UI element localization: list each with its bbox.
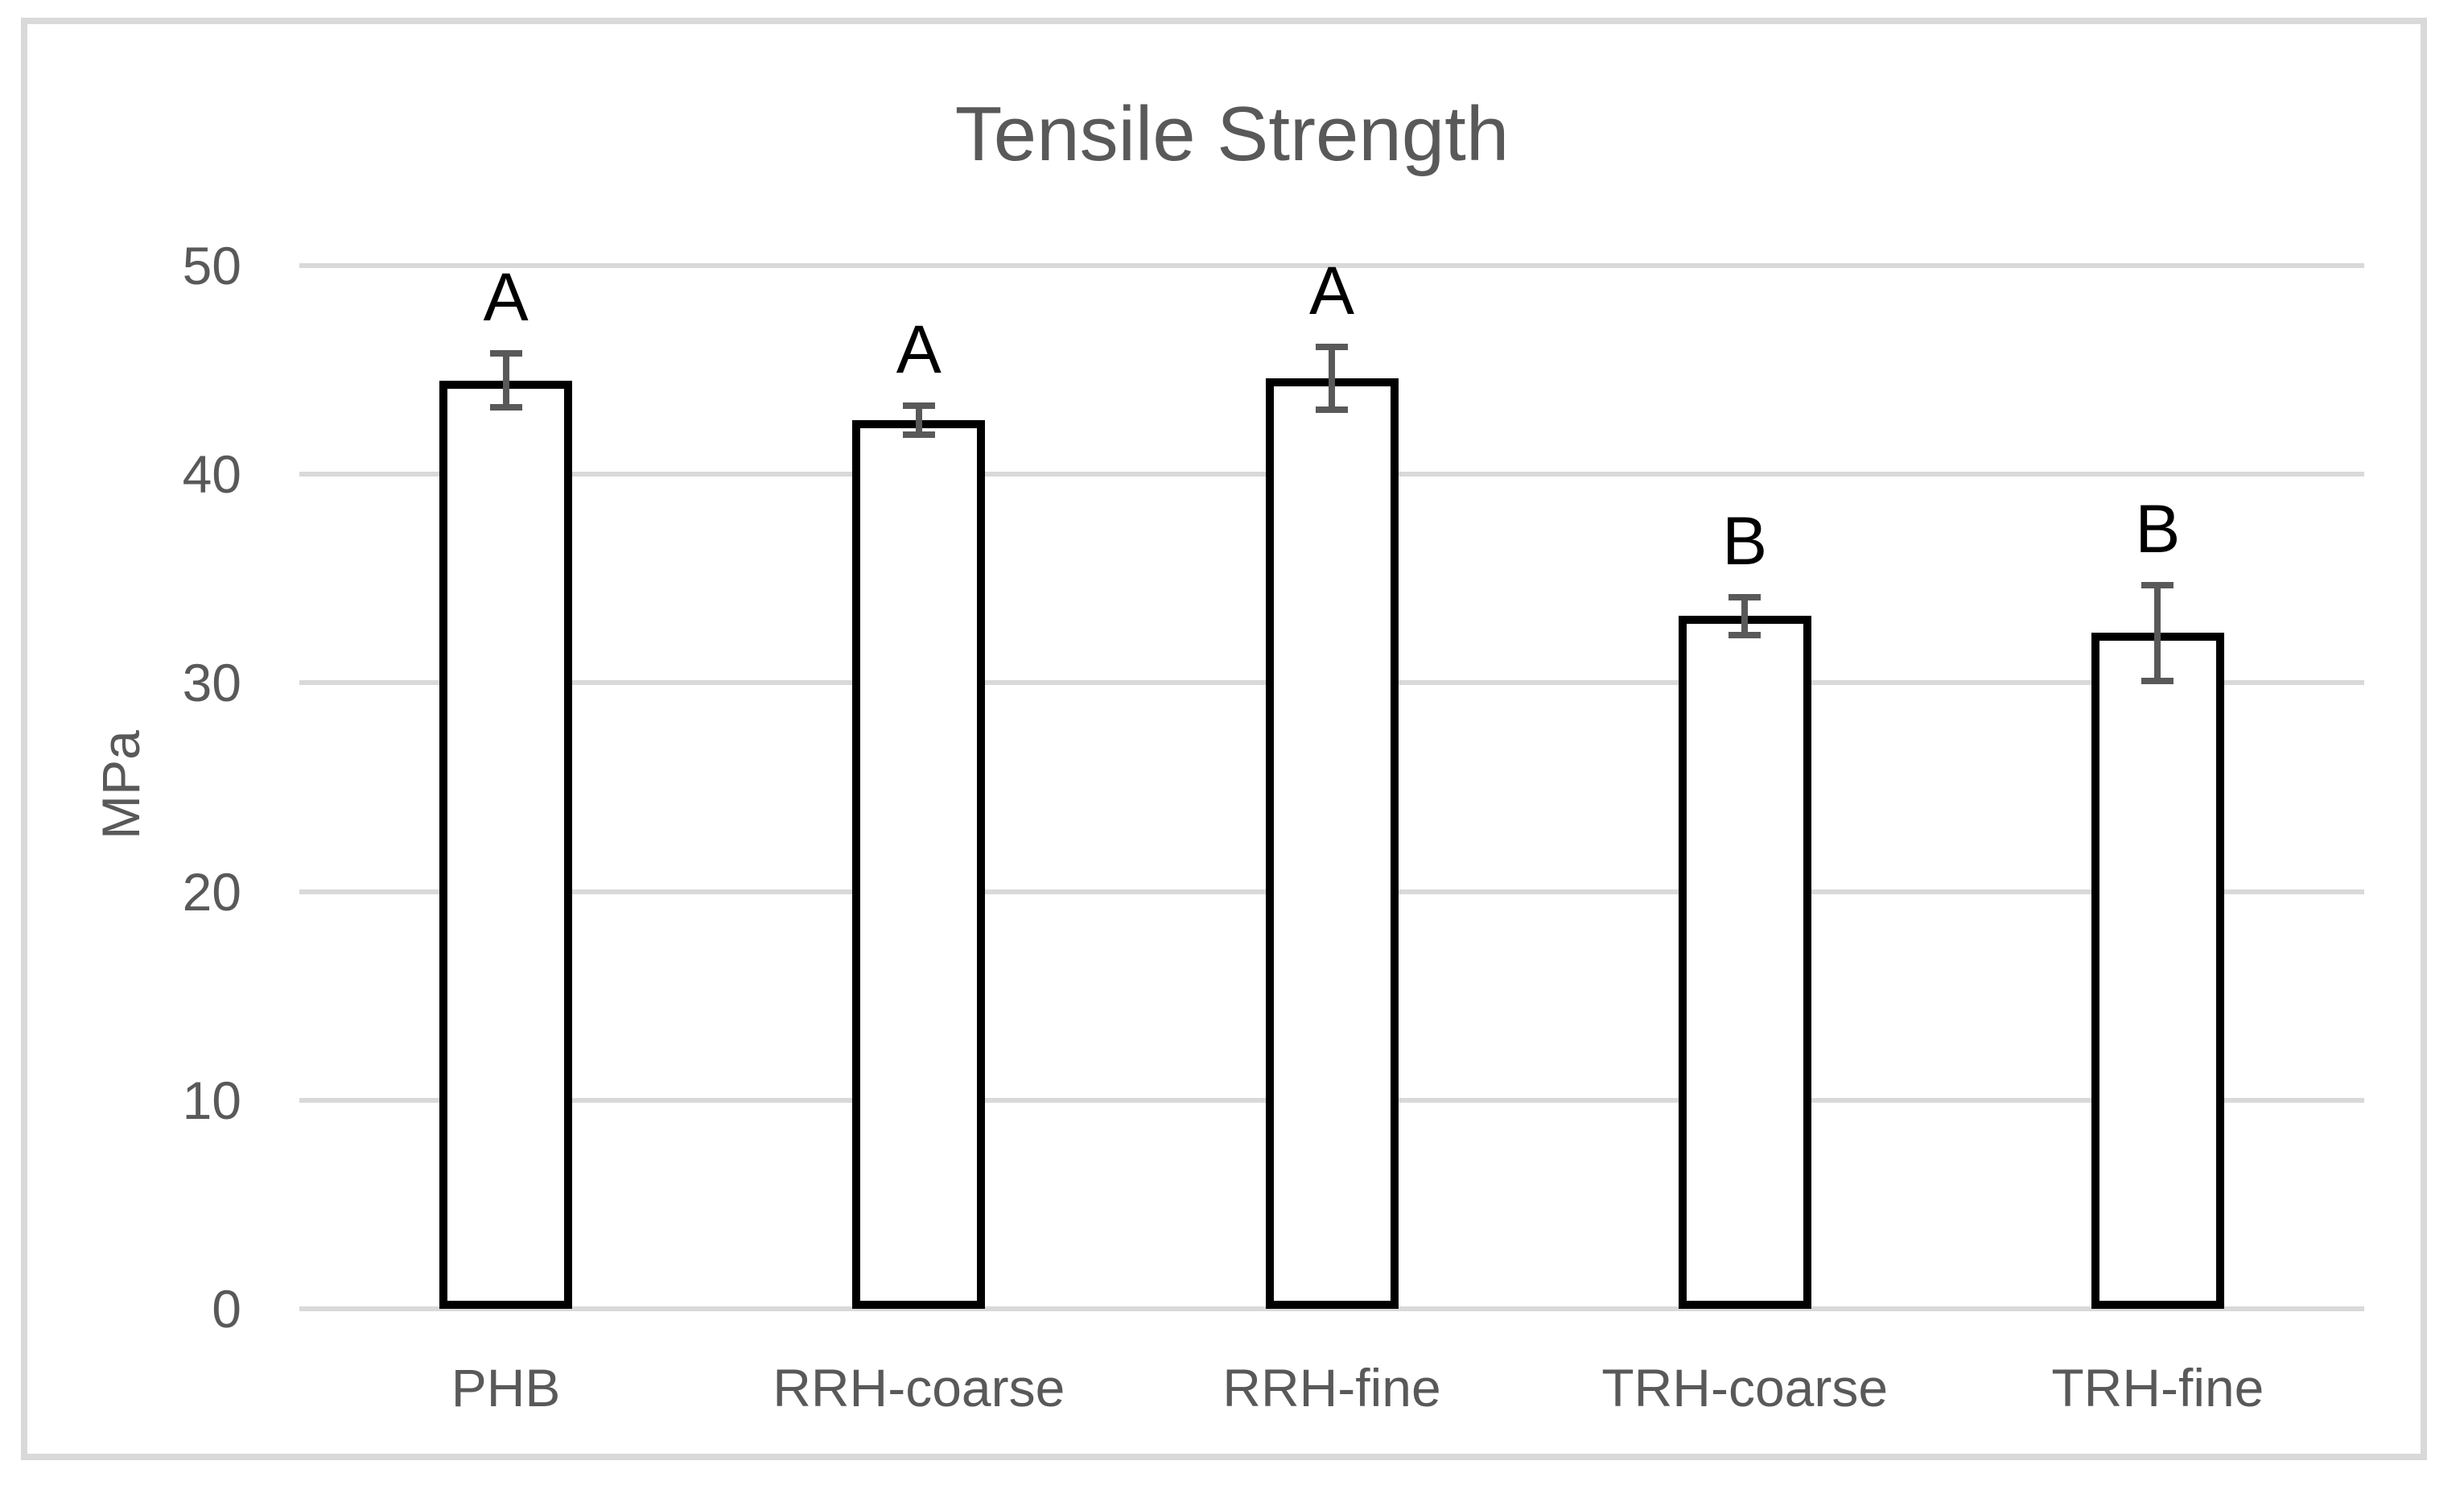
- gridline-0: [299, 1306, 2364, 1311]
- bar-PHB: [439, 380, 573, 1309]
- error-bar-RRH-coarse: [915, 405, 922, 435]
- error-bar-TRH-coarse: [1741, 597, 1749, 635]
- y-tick-label-0: 0: [212, 1279, 241, 1339]
- x-category-label-TRH-coarse: TRH-coarse: [1601, 1358, 1889, 1417]
- error-bar-PHB: [502, 353, 509, 408]
- significance-letter-RRH-coarse: A: [896, 311, 942, 387]
- chart-title: Tensile Strength: [954, 91, 1510, 177]
- error-bar-bottom-cap-RRH-coarse: [902, 431, 935, 438]
- error-bar-bottom-cap-PHB: [489, 404, 522, 411]
- x-category-label-RRH-coarse: RRH-coarse: [773, 1358, 1065, 1417]
- error-bar-top-cap-TRH-fine: [2141, 581, 2174, 588]
- y-tick-label-20: 20: [182, 861, 241, 922]
- significance-letter-PHB: A: [483, 258, 529, 335]
- bar-TRH-coarse: [1678, 616, 1811, 1309]
- x-category-label-RRH-fine: RRH-fine: [1222, 1358, 1441, 1417]
- significance-letter-TRH-coarse: B: [1722, 503, 1768, 580]
- error-bar-TRH-fine: [2154, 584, 2161, 681]
- bar-TRH-fine: [2091, 633, 2224, 1309]
- error-bar-RRH-fine: [1329, 347, 1335, 410]
- error-bar-bottom-cap-TRH-fine: [2141, 677, 2174, 684]
- bar-RRH-fine: [1265, 378, 1399, 1309]
- y-tick-label-40: 40: [182, 444, 241, 505]
- error-bar-top-cap-RRH-coarse: [902, 402, 935, 409]
- error-bar-top-cap-PHB: [489, 349, 522, 357]
- y-tick-label-30: 30: [182, 653, 241, 713]
- error-bar-top-cap-RRH-fine: [1316, 344, 1348, 351]
- error-bar-bottom-cap-RRH-fine: [1316, 406, 1348, 413]
- significance-letter-TRH-fine: B: [2135, 490, 2181, 567]
- error-bar-top-cap-TRH-coarse: [1729, 594, 1761, 601]
- error-bar-bottom-cap-TRH-coarse: [1729, 631, 1761, 638]
- y-tick-label-10: 10: [182, 1070, 241, 1130]
- y-tick-label-50: 50: [182, 236, 241, 295]
- x-category-label-PHB: PHB: [451, 1358, 561, 1417]
- bar-RRH-coarse: [852, 419, 986, 1309]
- x-category-label-TRH-fine: TRH-fine: [2051, 1358, 2264, 1417]
- gridline-50: [299, 263, 2364, 268]
- figure-border: [21, 18, 2427, 1460]
- significance-letter-RRH-fine: A: [1308, 253, 1355, 329]
